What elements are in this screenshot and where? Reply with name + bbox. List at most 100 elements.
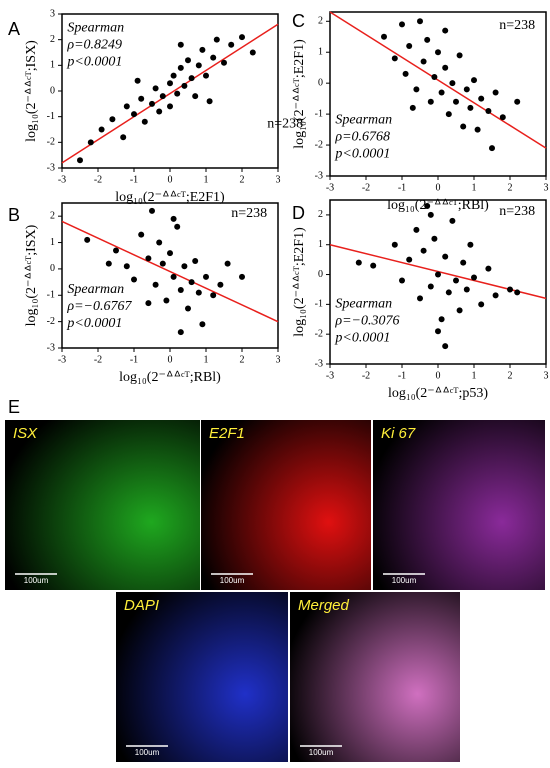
data-point (453, 98, 459, 105)
data-point (435, 49, 441, 56)
data-point (192, 258, 199, 264)
data-point (463, 86, 470, 93)
annotation: ρ=0.6768 (334, 130, 390, 145)
y-axis-label: log₁₀(2⁻ᐞᐞᶜᵀ;E2F1) (292, 227, 307, 337)
data-point (170, 273, 177, 280)
data-point (435, 328, 441, 335)
x-tick-label: 1 (472, 370, 477, 381)
data-point (370, 262, 377, 269)
data-point (485, 265, 492, 272)
x-tick-label: 1 (472, 182, 477, 193)
data-point (399, 277, 405, 284)
x-tick-label: -3 (326, 182, 334, 193)
y-axis-label: log₁₀(2⁻ᐞᐞᶜᵀ;ISX) (24, 224, 39, 326)
data-point (492, 89, 499, 96)
data-point (188, 279, 195, 286)
panel-letter: E (8, 397, 20, 417)
micrograph (201, 420, 371, 590)
data-point (145, 255, 152, 262)
x-tick-label: -1 (398, 370, 406, 381)
data-point (199, 46, 206, 53)
y-tick-label: 0 (50, 85, 55, 96)
data-point (141, 118, 148, 125)
annotation: p<0.0001 (334, 331, 390, 346)
x-tick-label: 3 (544, 370, 549, 381)
x-tick-label: 3 (276, 354, 281, 365)
data-point (159, 260, 166, 267)
data-point (152, 85, 159, 92)
data-point (442, 343, 449, 350)
data-point (203, 273, 209, 280)
data-point (460, 123, 467, 130)
y-tick-label: -3 (315, 358, 323, 369)
x-tick-label: -3 (58, 354, 66, 365)
data-point (206, 98, 213, 105)
data-point (170, 72, 177, 79)
data-point (167, 103, 173, 110)
data-point (478, 95, 485, 102)
data-point (149, 207, 155, 214)
data-point (131, 276, 137, 283)
data-point (467, 241, 474, 248)
y-tick-label: 2 (318, 209, 323, 220)
data-point (98, 126, 105, 133)
data-point (192, 93, 199, 100)
data-point (456, 52, 463, 59)
data-point (431, 73, 438, 80)
y-tick-label: -1 (47, 290, 55, 301)
data-point (391, 55, 398, 62)
annotation: Spearman (67, 20, 124, 35)
data-point (174, 223, 181, 230)
scale-label: 100um (392, 576, 417, 585)
data-point (221, 59, 227, 66)
data-point (210, 292, 217, 299)
data-point (156, 239, 163, 246)
y-tick-label: -1 (47, 111, 55, 122)
data-point (413, 226, 420, 233)
data-point (427, 98, 434, 105)
x-tick-label: -2 (94, 174, 102, 185)
data-point (123, 263, 130, 270)
data-point (210, 54, 217, 61)
annotation: ρ=−0.6767 (66, 299, 132, 314)
data-point (249, 49, 256, 56)
data-point (177, 329, 184, 336)
data-point (471, 77, 477, 84)
data-point (478, 301, 485, 308)
data-point (413, 86, 420, 93)
micrograph (116, 592, 288, 762)
x-tick-label: -1 (398, 182, 406, 193)
data-point (213, 36, 220, 43)
y-tick-label: -3 (47, 342, 55, 353)
scale-label: 100um (135, 748, 160, 757)
image-label: DAPI (124, 597, 159, 614)
data-point (381, 33, 387, 40)
panel-letter: C (292, 11, 305, 31)
data-point (420, 247, 427, 254)
data-point (195, 289, 202, 296)
data-point (438, 316, 445, 323)
image-label: Ki 67 (381, 425, 416, 442)
data-point (406, 43, 413, 50)
data-point (424, 36, 431, 43)
x-tick-label: 3 (276, 174, 281, 185)
x-tick-label: -3 (326, 370, 334, 381)
x-tick-label: 2 (240, 174, 245, 185)
data-point (431, 235, 438, 242)
image-label: ISX (13, 425, 38, 442)
data-point (145, 300, 152, 307)
data-point (84, 236, 91, 243)
data-point (109, 116, 116, 123)
data-point (188, 75, 195, 82)
data-point (77, 157, 83, 164)
data-point (224, 260, 231, 267)
data-point (181, 82, 188, 89)
y-tick-label: 2 (50, 210, 55, 221)
data-point (228, 41, 235, 48)
x-tick-label: 1 (204, 174, 209, 185)
panel-letter: B (8, 205, 20, 225)
data-point (87, 139, 94, 146)
micrograph (290, 592, 460, 762)
micrograph (373, 420, 545, 590)
